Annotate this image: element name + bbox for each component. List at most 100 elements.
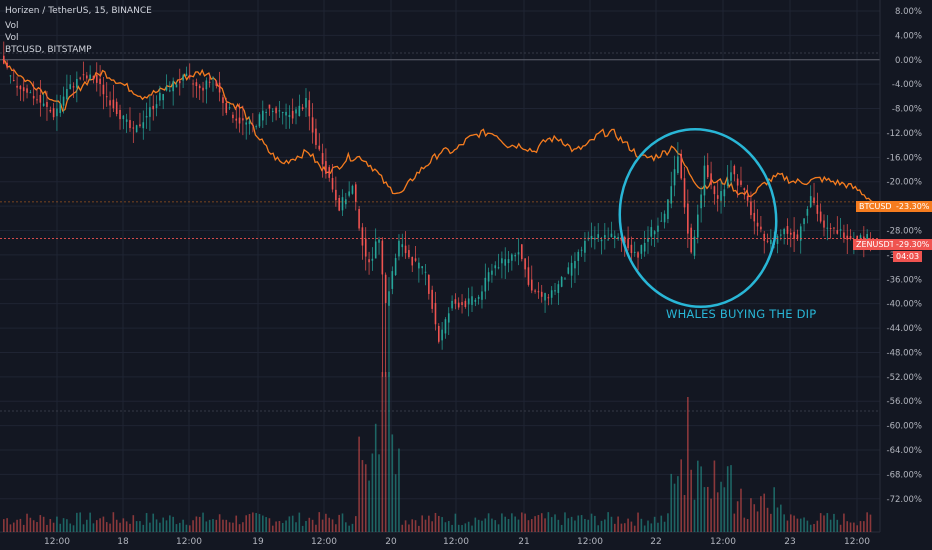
candle-body	[726, 179, 729, 186]
candle-body	[740, 180, 742, 185]
y-tick-label: 4.00%	[895, 31, 922, 41]
candle-body	[457, 302, 460, 308]
volume-bar	[388, 372, 390, 532]
volume-bar	[291, 515, 294, 532]
candle-body	[487, 272, 490, 282]
volume-bar	[428, 515, 430, 532]
candle-body	[155, 104, 158, 109]
candle-body	[401, 244, 404, 248]
candle-body	[149, 107, 151, 117]
volume-bar	[760, 496, 762, 532]
volume-bar	[411, 519, 414, 532]
candle-body	[441, 329, 443, 341]
candle-body	[521, 244, 523, 260]
candle-body	[743, 188, 746, 191]
candle-body	[112, 99, 115, 109]
candle-body	[76, 78, 78, 88]
volume-bar	[693, 499, 696, 532]
candle-body	[491, 270, 493, 275]
candle-body	[89, 74, 91, 79]
volume-bar	[76, 512, 78, 532]
symbol-legend[interactable]: Horizen / TetherUS, 15, BINANCE	[5, 6, 152, 16]
y-tick-label: -20.00%	[887, 178, 922, 188]
candle-body	[341, 197, 344, 211]
volume-bar	[667, 513, 669, 532]
volume-bar	[285, 520, 287, 532]
candle-body	[756, 222, 759, 227]
y-tick-label: -12.00%	[887, 129, 922, 139]
volume-legend-1[interactable]: Vol	[5, 21, 19, 31]
volume-bar	[225, 519, 228, 532]
candle-body	[275, 107, 277, 114]
candle-body	[26, 88, 28, 93]
volume-bar	[438, 515, 440, 532]
compare-legend[interactable]: BTCUSD, BITSTAMP	[5, 45, 92, 55]
volume-bar	[6, 518, 8, 532]
volume-bar	[856, 525, 858, 532]
volume-bar	[776, 507, 779, 532]
candle-body	[46, 102, 48, 107]
volume-bar	[550, 517, 553, 532]
volume-bar	[232, 522, 234, 532]
candle-body	[361, 227, 364, 246]
volume-bar	[262, 515, 264, 532]
candle-body	[836, 230, 839, 234]
volume-bar	[467, 521, 470, 532]
volume-bar	[378, 454, 380, 532]
volume-bar	[793, 515, 795, 532]
volume-bar	[756, 511, 759, 532]
volume-bar	[773, 487, 775, 532]
candle-body	[504, 259, 507, 266]
candle-body	[212, 78, 214, 80]
candle-body	[248, 121, 251, 125]
candle-body	[119, 109, 121, 120]
volume-bar	[165, 520, 168, 532]
candle-body	[806, 209, 809, 216]
volume-bar	[594, 515, 596, 532]
volume-bar	[670, 473, 673, 532]
volume-bar	[623, 523, 626, 532]
volume-legend-2[interactable]: Vol	[5, 33, 19, 43]
volume-bar	[780, 504, 782, 532]
volume-bar	[680, 459, 683, 532]
candle-body	[650, 227, 653, 237]
candle-body	[6, 62, 8, 68]
volume-bar	[823, 515, 825, 532]
volume-bar	[281, 522, 284, 532]
volume-bar	[607, 512, 609, 532]
y-tick-label: 0.00%	[895, 56, 922, 66]
candle-body	[424, 271, 427, 273]
volume-bar	[517, 519, 520, 532]
volume-bar	[62, 518, 65, 532]
volume-bar	[32, 520, 35, 532]
volume-bar	[404, 520, 407, 532]
candle-body	[799, 226, 802, 241]
x-tick-label: 12:00	[844, 537, 870, 547]
candle-body	[109, 100, 111, 106]
y-tick-label: -52.00%	[887, 373, 922, 383]
volume-bar	[95, 520, 98, 532]
volume-bar	[697, 460, 699, 532]
candle-body	[414, 258, 417, 261]
candle-body	[105, 96, 108, 98]
candle-body	[617, 237, 619, 240]
volume-bar	[836, 519, 839, 532]
candle-body	[398, 240, 400, 257]
candle-body	[447, 313, 450, 323]
volume-bar	[441, 517, 443, 532]
candle-body	[12, 79, 15, 81]
volume-bar	[859, 521, 862, 532]
candle-body	[660, 220, 663, 222]
candle-body	[640, 244, 643, 254]
candle-body	[62, 96, 65, 106]
candle-body	[291, 110, 294, 119]
candle-body	[597, 234, 599, 238]
volume-bar	[447, 520, 450, 532]
candle-body	[760, 226, 762, 230]
candle-body	[590, 235, 593, 240]
volume-bar	[341, 513, 344, 532]
candle-body	[165, 86, 168, 91]
volume-bar	[524, 513, 526, 532]
